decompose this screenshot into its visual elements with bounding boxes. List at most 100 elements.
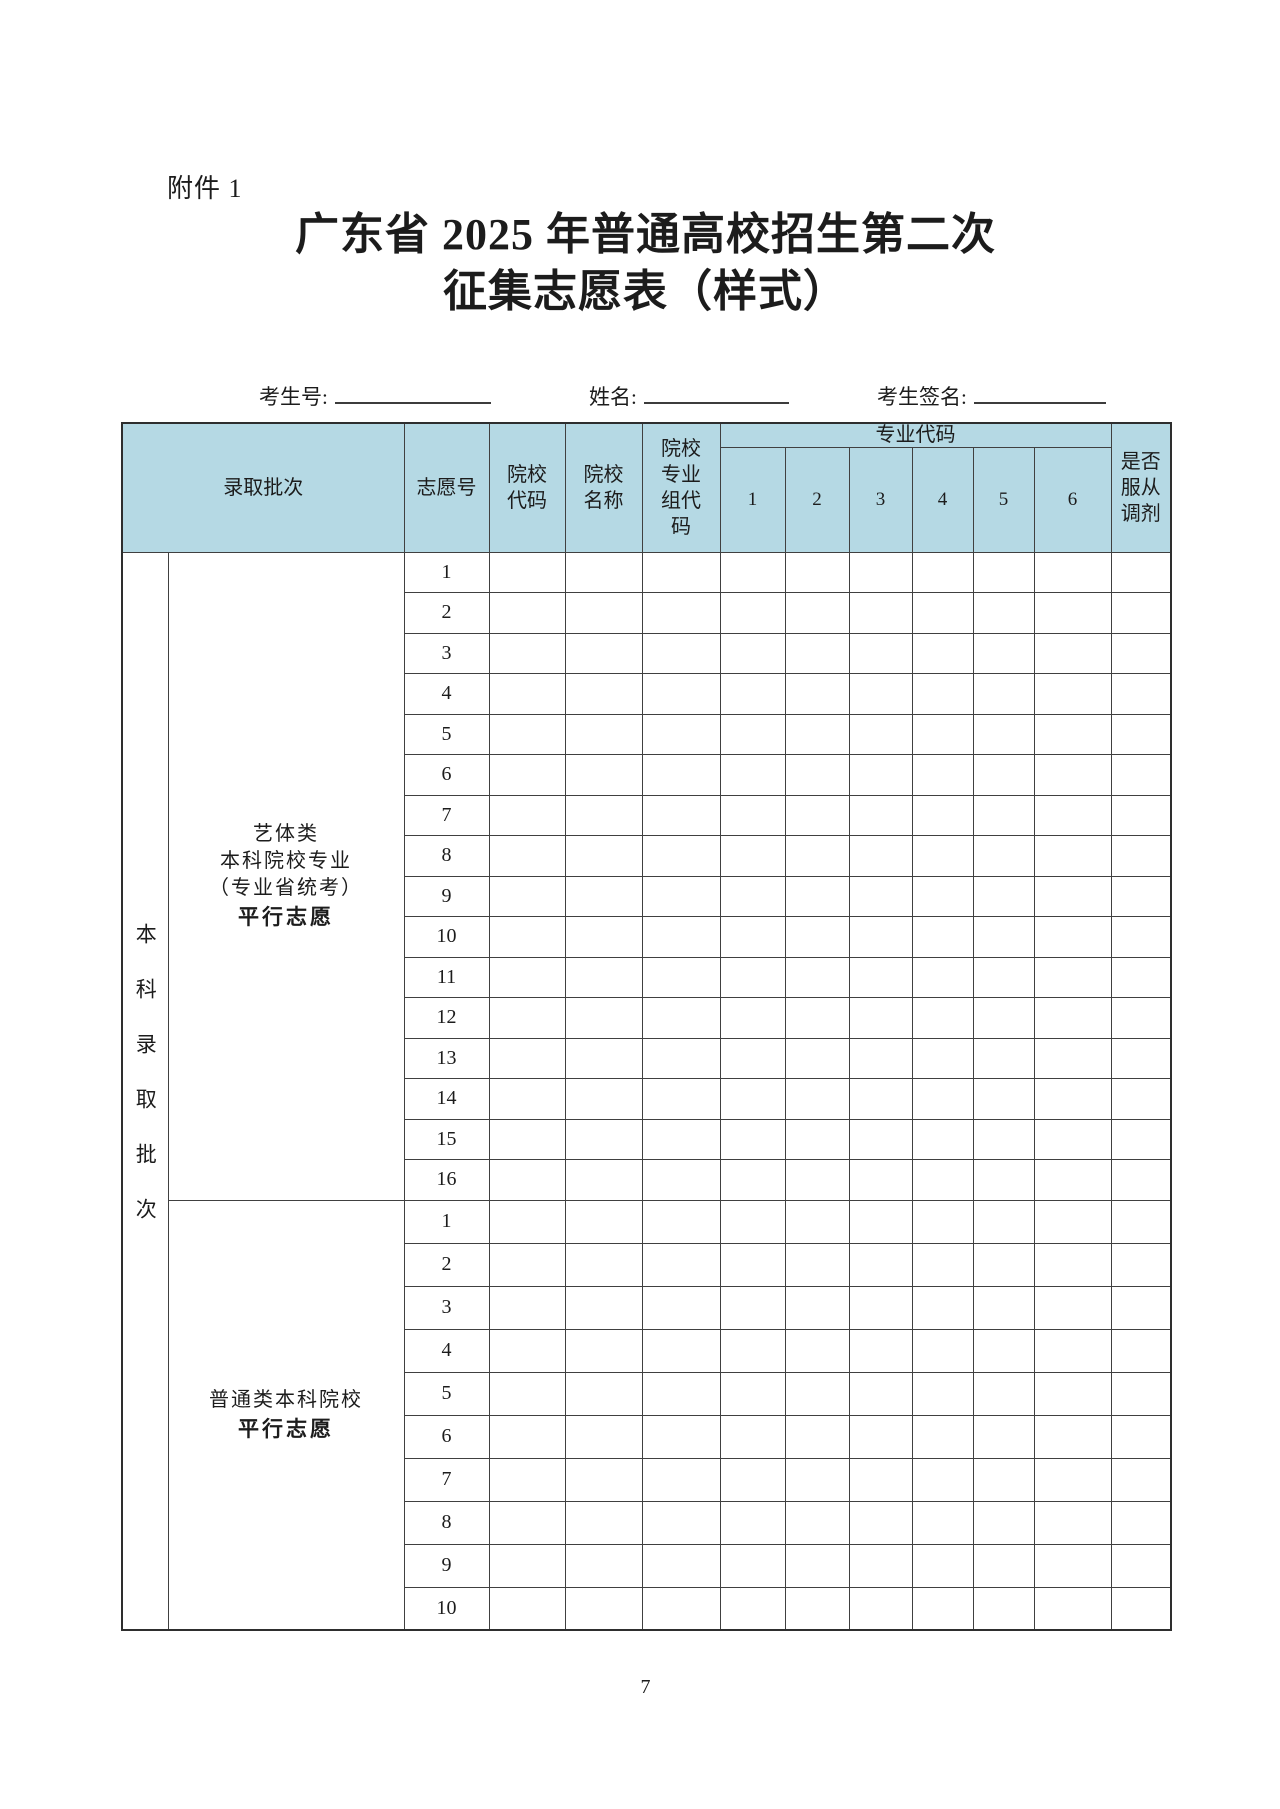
major-group-code-cell bbox=[641, 1543, 721, 1588]
volunteer-number-cell: 4 bbox=[403, 1328, 490, 1373]
volunteer-number-cell: 4 bbox=[403, 673, 490, 715]
major-4-cell bbox=[911, 1118, 974, 1160]
college-code-cell bbox=[488, 551, 566, 593]
obey-adjustment-cell bbox=[1110, 1118, 1172, 1160]
attachment-label: 附件 1 bbox=[167, 174, 243, 203]
major-5-cell bbox=[972, 1285, 1035, 1330]
college-name-cell bbox=[564, 1328, 643, 1373]
major-2-cell bbox=[784, 1285, 850, 1330]
major-4-cell bbox=[911, 794, 974, 836]
obey-adjustment-cell bbox=[1110, 1328, 1172, 1373]
table-row: 7 bbox=[122, 794, 1172, 836]
major-5-cell bbox=[972, 1500, 1035, 1545]
major-2-cell bbox=[784, 1118, 850, 1160]
volunteer-number-cell: 15 bbox=[403, 1118, 490, 1160]
table-row: 3 bbox=[122, 632, 1172, 674]
header-major-col-2: 2 bbox=[784, 446, 850, 553]
obey-adjustment-cell bbox=[1110, 1500, 1172, 1545]
major-4-cell bbox=[911, 673, 974, 715]
major-1-cell bbox=[719, 1371, 786, 1416]
major-4-cell bbox=[911, 997, 974, 1039]
major-1-cell bbox=[719, 1457, 786, 1502]
college-name-cell bbox=[564, 673, 643, 715]
volunteer-number-cell: 16 bbox=[403, 1159, 490, 1201]
major-1-cell bbox=[719, 673, 786, 715]
table-row: 10 bbox=[122, 1586, 1172, 1631]
major-6-cell bbox=[1033, 1118, 1112, 1160]
major-6-cell bbox=[1033, 1328, 1112, 1373]
major-1-cell bbox=[719, 956, 786, 998]
major-3-cell bbox=[848, 1199, 913, 1244]
page-number: 7 bbox=[640, 1676, 651, 1698]
volunteer-number-cell: 6 bbox=[403, 754, 490, 796]
major-3-cell bbox=[848, 1500, 913, 1545]
college-code-cell bbox=[488, 1500, 566, 1545]
major-2-cell bbox=[784, 1199, 850, 1244]
major-2-cell bbox=[784, 551, 850, 593]
obey-adjustment-cell bbox=[1110, 956, 1172, 998]
volunteer-number-cell: 2 bbox=[403, 592, 490, 634]
header-major-col-1: 1 bbox=[719, 446, 786, 553]
major-6-cell bbox=[1033, 754, 1112, 796]
major-6-cell bbox=[1033, 1242, 1112, 1287]
major-5-cell bbox=[972, 1037, 1035, 1079]
college-name-cell bbox=[564, 1078, 643, 1120]
major-3-cell bbox=[848, 1543, 913, 1588]
volunteer-number-cell: 13 bbox=[403, 1037, 490, 1079]
college-name-cell bbox=[564, 997, 643, 1039]
major-group-code-cell bbox=[641, 1371, 721, 1416]
obey-adjustment-cell bbox=[1110, 632, 1172, 674]
table-row: 9 bbox=[122, 1543, 1172, 1588]
batch-group-cell: 本科录取批次 bbox=[121, 551, 169, 1631]
header-admission-batch: 录取批次 bbox=[121, 422, 405, 553]
major-3-cell bbox=[848, 754, 913, 796]
major-1-cell bbox=[719, 1414, 786, 1459]
major-4-cell bbox=[911, 1037, 974, 1079]
major-2-cell bbox=[784, 1159, 850, 1201]
major-2-cell bbox=[784, 875, 850, 917]
obey-adjustment-cell bbox=[1110, 1285, 1172, 1330]
obey-adjustment-cell bbox=[1110, 794, 1172, 836]
major-2-cell bbox=[784, 1078, 850, 1120]
major-6-cell bbox=[1033, 1543, 1112, 1588]
obey-adjustment-cell bbox=[1110, 1199, 1172, 1244]
major-2-cell bbox=[784, 1414, 850, 1459]
major-4-cell bbox=[911, 592, 974, 634]
major-2-cell bbox=[784, 673, 850, 715]
volunteer-number-cell: 3 bbox=[403, 1285, 490, 1330]
college-code-cell bbox=[488, 1371, 566, 1416]
college-code-cell bbox=[488, 1457, 566, 1502]
college-name-cell bbox=[564, 1586, 643, 1631]
major-group-code-cell bbox=[641, 997, 721, 1039]
college-code-cell bbox=[488, 1414, 566, 1459]
obey-adjustment-cell bbox=[1110, 835, 1172, 877]
college-name-cell bbox=[564, 835, 643, 877]
major-5-cell bbox=[972, 1242, 1035, 1287]
document-title: 广东省 2025 年普通高校招生第二次 征集志愿表（样式） bbox=[121, 206, 1170, 320]
major-5-cell bbox=[972, 835, 1035, 877]
major-6-cell bbox=[1033, 1500, 1112, 1545]
major-3-cell bbox=[848, 916, 913, 958]
obey-adjustment-cell bbox=[1110, 673, 1172, 715]
major-5-cell bbox=[972, 1078, 1035, 1120]
major-2-cell bbox=[784, 794, 850, 836]
major-1-cell bbox=[719, 1500, 786, 1545]
college-code-cell bbox=[488, 1037, 566, 1079]
major-1-cell bbox=[719, 1328, 786, 1373]
volunteer-number-cell: 7 bbox=[403, 1457, 490, 1502]
header-college-code: 院校代码 bbox=[488, 422, 566, 553]
major-5-cell bbox=[972, 1543, 1035, 1588]
major-4-cell bbox=[911, 875, 974, 917]
candidate-number-field: 考生号: bbox=[259, 381, 491, 411]
major-6-cell bbox=[1033, 1414, 1112, 1459]
major-6-cell bbox=[1033, 1037, 1112, 1079]
college-code-cell bbox=[488, 916, 566, 958]
major-6-cell bbox=[1033, 956, 1112, 998]
major-4-cell bbox=[911, 632, 974, 674]
major-group-code-cell bbox=[641, 875, 721, 917]
major-5-cell bbox=[972, 794, 1035, 836]
volunteer-number-cell: 11 bbox=[403, 956, 490, 998]
title-line-1: 广东省 2025 年普通高校招生第二次 bbox=[295, 210, 996, 259]
obey-adjustment-cell bbox=[1110, 551, 1172, 593]
volunteer-number-cell: 8 bbox=[403, 835, 490, 877]
